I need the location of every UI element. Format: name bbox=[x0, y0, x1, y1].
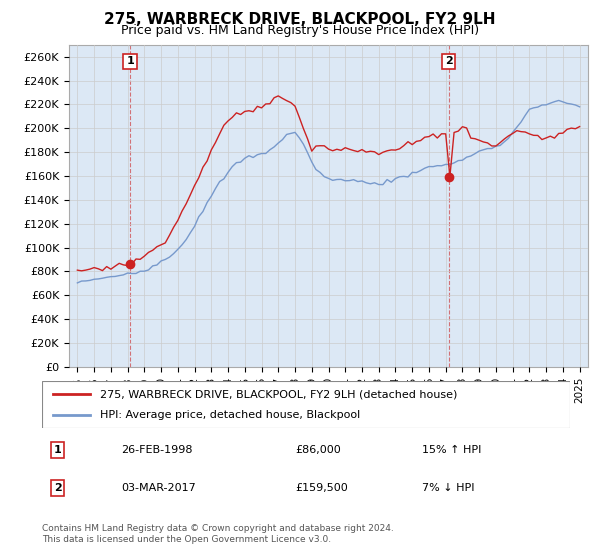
Text: 1: 1 bbox=[54, 445, 62, 455]
Text: 2: 2 bbox=[445, 57, 452, 67]
Text: £159,500: £159,500 bbox=[295, 483, 348, 493]
Text: 275, WARBRECK DRIVE, BLACKPOOL, FY2 9LH: 275, WARBRECK DRIVE, BLACKPOOL, FY2 9LH bbox=[104, 12, 496, 27]
Text: 26-FEB-1998: 26-FEB-1998 bbox=[121, 445, 193, 455]
Text: 15% ↑ HPI: 15% ↑ HPI bbox=[422, 445, 482, 455]
FancyBboxPatch shape bbox=[42, 381, 570, 428]
Text: 2: 2 bbox=[54, 483, 62, 493]
Text: 275, WARBRECK DRIVE, BLACKPOOL, FY2 9LH (detached house): 275, WARBRECK DRIVE, BLACKPOOL, FY2 9LH … bbox=[100, 389, 457, 399]
Text: HPI: Average price, detached house, Blackpool: HPI: Average price, detached house, Blac… bbox=[100, 410, 361, 420]
Text: This data is licensed under the Open Government Licence v3.0.: This data is licensed under the Open Gov… bbox=[42, 535, 331, 544]
Text: Contains HM Land Registry data © Crown copyright and database right 2024.: Contains HM Land Registry data © Crown c… bbox=[42, 524, 394, 533]
Text: £86,000: £86,000 bbox=[295, 445, 341, 455]
Text: 03-MAR-2017: 03-MAR-2017 bbox=[121, 483, 196, 493]
Text: 1: 1 bbox=[126, 57, 134, 67]
Text: 7% ↓ HPI: 7% ↓ HPI bbox=[422, 483, 475, 493]
Text: Price paid vs. HM Land Registry's House Price Index (HPI): Price paid vs. HM Land Registry's House … bbox=[121, 24, 479, 36]
